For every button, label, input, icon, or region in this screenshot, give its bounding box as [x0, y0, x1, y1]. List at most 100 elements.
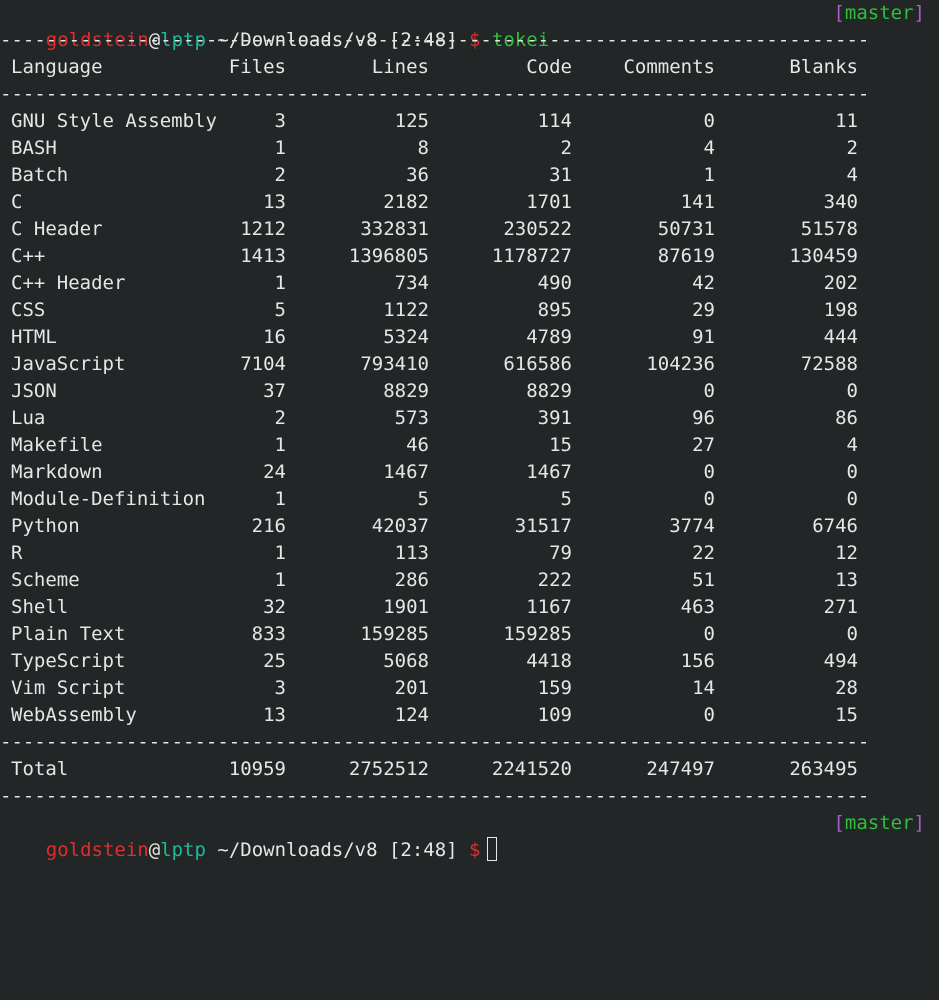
cell-blanks: 4 — [846, 434, 858, 456]
cell-code: 31517 — [514, 515, 572, 537]
cell-language: Module-Definition — [11, 488, 206, 510]
cell-code: 5 — [560, 488, 572, 510]
cell-code: 1467 — [526, 461, 572, 483]
cell-lines: 734 — [394, 272, 429, 294]
cell-lines: 42037 — [371, 515, 429, 537]
cell-language: Lua — [11, 407, 46, 429]
cell-files: 1 — [274, 488, 286, 510]
cell-comments: 87619 — [657, 245, 715, 267]
cell-language: TypeScript — [11, 650, 126, 672]
cell-files: 16 — [263, 326, 286, 348]
cell-language: WebAssembly — [11, 704, 137, 726]
cell-blanks: 72588 — [800, 353, 858, 375]
cell-language: Vim Script — [11, 677, 126, 699]
cell-lines: 5068 — [383, 650, 429, 672]
cell-language: JavaScript — [11, 353, 126, 375]
cell-blanks: 340 — [823, 191, 858, 213]
cell-blanks: 0 — [846, 380, 858, 402]
table-row: Vim Script 3 201 159 14 28 — [0, 675, 870, 702]
cell-code: 895 — [537, 299, 572, 321]
prompt-at: @ — [148, 839, 161, 861]
prompt-path: ~/Downloads/v8 [2:48] — [205, 839, 470, 861]
branch-close-bracket: ] — [913, 812, 925, 834]
prompt-command: tokei — [491, 29, 550, 51]
table-row: Python 216 42037 31517 3774 6746 — [0, 513, 870, 540]
cell-blanks: 130459 — [789, 245, 858, 267]
cell-comments: 27 — [692, 434, 715, 456]
cell-comments: 50731 — [657, 218, 715, 240]
table-row: GNU Style Assembly 3 125 114 0 11 — [0, 108, 870, 135]
cell-blanks: 86 — [835, 407, 858, 429]
prompt-path: ~/Downloads/v8 [2:48] — [205, 29, 470, 51]
table-row: JavaScript 7104 793410 616586 104236 72588 — [0, 351, 870, 378]
cell-code: 8829 — [526, 380, 572, 402]
prompt-host: lptp — [160, 839, 206, 861]
cell-blanks: 198 — [823, 299, 858, 321]
cell-lines: 113 — [394, 542, 429, 564]
prompt-user: goldstein — [45, 29, 149, 51]
cell-comments: 0 — [703, 623, 715, 645]
cell-code: 109 — [537, 704, 572, 726]
table-row: CSS 5 1122 895 29 198 — [0, 297, 870, 324]
total-comments: 247497 — [646, 758, 715, 780]
cell-language: HTML — [11, 326, 57, 348]
cell-code: 1178727 — [491, 245, 572, 267]
cell-files: 1212 — [240, 218, 286, 240]
cell-lines: 793410 — [360, 353, 429, 375]
table-rule-bottom: ----------------------------------------… — [0, 731, 870, 753]
cell-lines: 36 — [406, 164, 429, 186]
cell-blanks: 2 — [846, 137, 858, 159]
cell-comments: 0 — [703, 110, 715, 132]
cell-lines: 286 — [394, 569, 429, 591]
prompt-line-2[interactable]: goldstein@lptp ~/Downloads/v8 [2:48] $ [… — [0, 810, 939, 861]
cell-files: 32 — [263, 596, 286, 618]
cell-comments: 3774 — [669, 515, 715, 537]
table-total-row: Total 10959 2752512 2241520 247497 26349… — [0, 756, 870, 783]
cell-blanks: 11 — [835, 110, 858, 132]
cell-lines: 1122 — [383, 299, 429, 321]
cell-comments: 42 — [692, 272, 715, 294]
cell-comments: 463 — [680, 596, 715, 618]
table-row: Scheme 1 286 222 51 13 — [0, 567, 870, 594]
cell-code: 222 — [537, 569, 572, 591]
table-row: JSON 37 8829 8829 0 0 — [0, 378, 870, 405]
cell-comments: 156 — [680, 650, 715, 672]
table-row: C Header 1212 332831 230522 50731 51578 — [0, 216, 870, 243]
cell-language: Batch — [11, 164, 69, 186]
cell-code: 79 — [549, 542, 572, 564]
cell-language: Shell — [11, 596, 69, 618]
table-row: Shell 32 1901 1167 463 271 — [0, 594, 870, 621]
header-files: Files — [228, 56, 286, 78]
cell-comments: 0 — [703, 488, 715, 510]
cell-blanks: 0 — [846, 488, 858, 510]
prompt-user: goldstein — [45, 839, 149, 861]
total-language: Total — [11, 758, 69, 780]
cell-lines: 2182 — [383, 191, 429, 213]
cell-blanks: 0 — [846, 461, 858, 483]
git-branch-indicator: [master] — [833, 0, 925, 27]
total-lines: 2752512 — [348, 758, 429, 780]
cell-comments: 0 — [703, 704, 715, 726]
cell-lines: 8829 — [383, 380, 429, 402]
text-cursor[interactable] — [486, 837, 497, 861]
table-row: HTML 16 5324 4789 91 444 — [0, 324, 870, 351]
cell-files: 24 — [263, 461, 286, 483]
cell-files: 1 — [274, 569, 286, 591]
cell-files: 5 — [274, 299, 286, 321]
cell-language: Python — [11, 515, 80, 537]
table-row: C++ Header 1 734 490 42 202 — [0, 270, 870, 297]
cell-language: R — [11, 542, 23, 564]
cell-files: 216 — [251, 515, 286, 537]
cell-language: C Header — [11, 218, 103, 240]
cell-code: 1701 — [526, 191, 572, 213]
cell-code: 1167 — [526, 596, 572, 618]
prompt-dollar: $ — [469, 29, 481, 51]
table-row: WebAssembly 13 124 109 0 15 — [0, 702, 870, 729]
table-row: BASH 1 8 2 4 2 — [0, 135, 870, 162]
cell-code: 616586 — [503, 353, 572, 375]
cell-lines: 125 — [394, 110, 429, 132]
cell-lines: 159285 — [360, 623, 429, 645]
cell-files: 1 — [274, 434, 286, 456]
cell-code: 159285 — [503, 623, 572, 645]
